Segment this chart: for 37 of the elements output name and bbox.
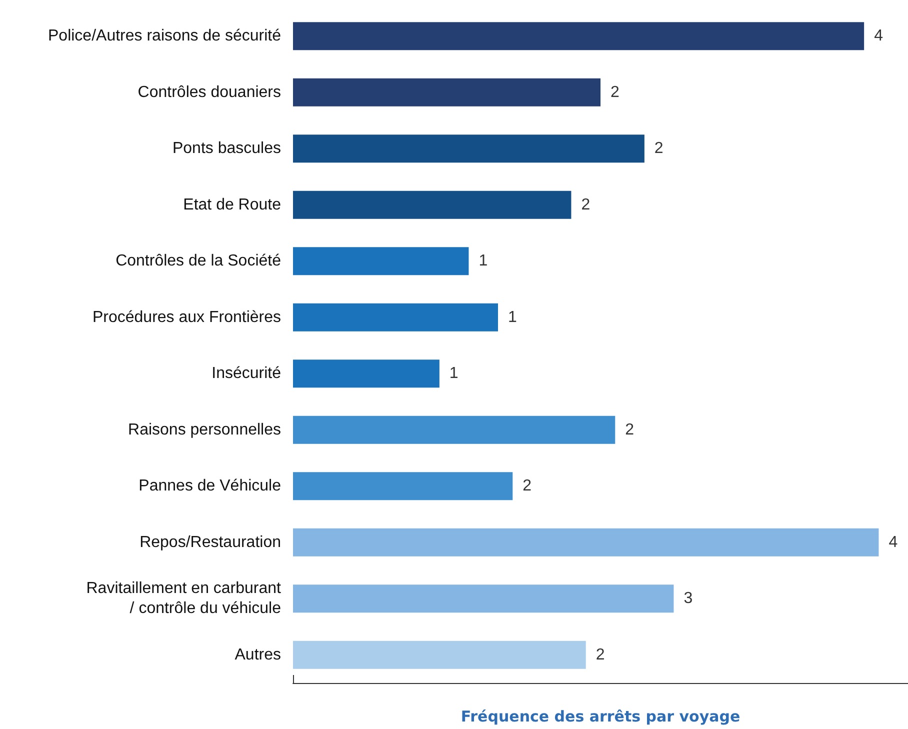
bar [293, 528, 879, 556]
y-tick-label: Etat de Route [183, 196, 282, 214]
bar [293, 303, 498, 332]
data-label: 2 [596, 646, 605, 664]
y-tick-label: Contrôles de la Société [116, 252, 282, 270]
bar [293, 78, 600, 106]
bar [293, 22, 864, 50]
bar [293, 134, 644, 163]
y-tick-label: Pannes de Véhicule [138, 478, 282, 495]
y-tick-label: Ponts bascules [172, 140, 281, 158]
bar [293, 247, 469, 276]
y-tick-label: Raisons personnelles [128, 421, 281, 438]
bar [293, 472, 513, 500]
bar [293, 190, 572, 219]
data-label: 4 [888, 534, 898, 551]
data-label: 3 [684, 590, 693, 608]
data-label: 1 [508, 308, 517, 326]
data-label: 2 [522, 478, 532, 495]
y-tick-label: Procédures aux Frontières [92, 308, 281, 326]
y-tick-label: Police/Autres raisons de sécurité [48, 28, 282, 45]
y-tick-label: Autres [234, 646, 281, 664]
x-axis-title: Fréquence des arrêts par voyage [460, 708, 740, 726]
bar [293, 360, 440, 388]
bar [293, 584, 674, 613]
y-tick-label: Repos/Restauration [140, 534, 281, 551]
bar [293, 416, 616, 444]
data-label: 2 [610, 84, 620, 101]
y-tick-label: Insécurité [212, 365, 282, 382]
data-label: 1 [478, 252, 488, 270]
data-label: 4 [874, 28, 884, 45]
data-label: 2 [654, 140, 664, 158]
data-label: 2 [581, 196, 590, 214]
bar [293, 640, 586, 669]
y-tick-label: Contrôles douaniers [138, 84, 281, 101]
data-label: 1 [449, 365, 458, 382]
y-tick-label: Ravitaillement en carburant / contrôle du véhicule [86, 580, 282, 618]
data-label: 2 [625, 421, 634, 438]
